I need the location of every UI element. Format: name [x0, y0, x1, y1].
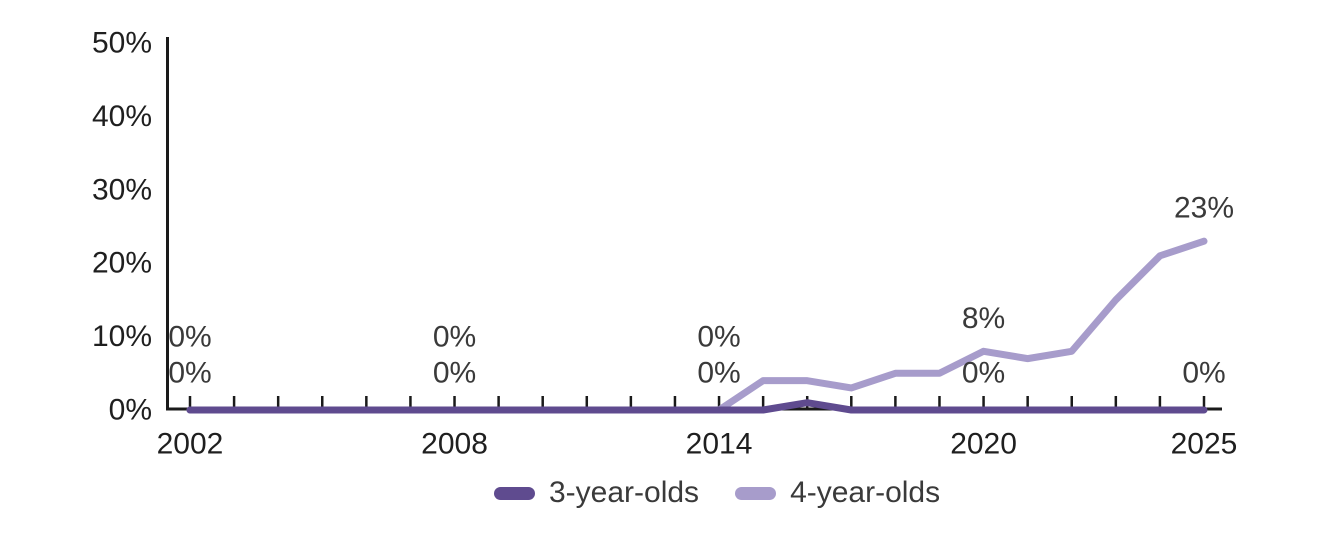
- data-label-4-year-olds-2014: 0%: [697, 321, 740, 354]
- data-label-4-year-olds-2020: 8%: [962, 302, 1005, 335]
- legend-swatch-3-year-olds: [494, 486, 535, 500]
- legend-swatch-4-year-olds: [735, 486, 777, 500]
- data-label-4-year-olds-2025: 23%: [1174, 192, 1234, 225]
- x-axis-label-2014: 2014: [686, 428, 753, 461]
- series-line-3-year-olds: [186, 399, 1208, 414]
- legend-label-4-year-olds: 4-year-olds: [790, 476, 941, 509]
- legend-item-3-year-olds: 3-year-olds: [494, 478, 699, 508]
- y-axis-label-40%: 40%: [92, 100, 152, 133]
- legend: 3-year-olds 4-year-olds: [494, 478, 940, 508]
- data-label-3-year-olds-2002: 0%: [168, 357, 211, 390]
- data-label-4-year-olds-2008: 0%: [433, 321, 476, 354]
- y-axis-label-30%: 30%: [92, 173, 152, 206]
- x-axis-label-2008: 2008: [421, 428, 488, 461]
- legend-label-3-year-olds: 3-year-olds: [549, 476, 700, 509]
- data-label-3-year-olds-2025: 0%: [1182, 357, 1225, 390]
- data-label-3-year-olds-2020: 0%: [962, 357, 1005, 390]
- x-axis-label-2025: 2025: [1171, 428, 1238, 461]
- data-label-3-year-olds-2014: 0%: [697, 357, 740, 390]
- y-axis-label-10%: 10%: [92, 320, 152, 353]
- legend-item-4-year-olds: 4-year-olds: [735, 478, 940, 508]
- y-axis-label-50%: 50%: [92, 27, 152, 60]
- data-label-4-year-olds-2002: 0%: [168, 321, 211, 354]
- y-axis-label-0%: 0%: [109, 394, 152, 427]
- x-axis-label-2020: 2020: [950, 428, 1017, 461]
- y-axis-label-20%: 20%: [92, 247, 152, 280]
- data-label-3-year-olds-2008: 0%: [433, 357, 476, 390]
- x-axis-label-2002: 2002: [157, 428, 224, 461]
